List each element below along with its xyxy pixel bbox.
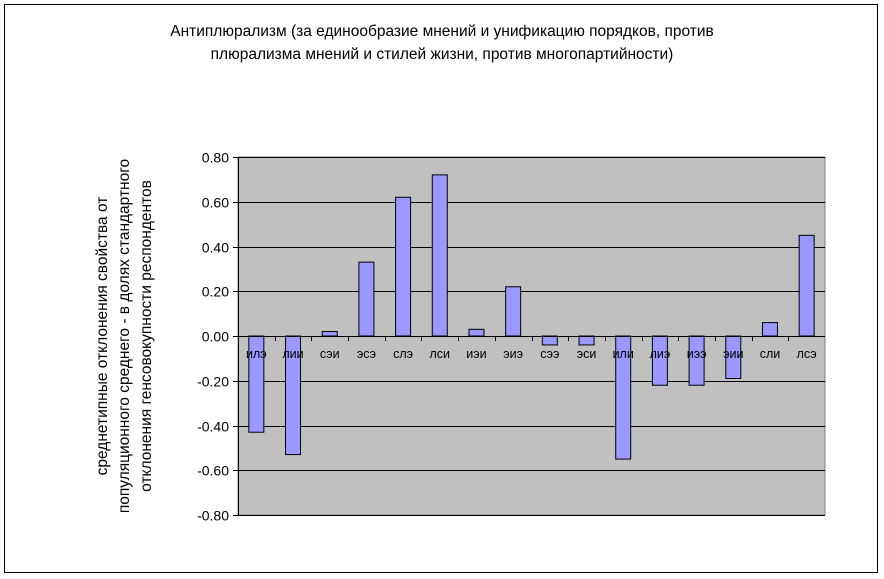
bar [798,234,815,337]
y-tick-label: 0.00 [202,329,229,345]
chart-title-line-2: плюрализма мнений и стилей жизни, против… [210,46,674,63]
y-tick-label: 0.60 [202,195,229,211]
bar [321,331,338,337]
y-tick-label: 0.40 [202,240,229,256]
x-tick-label: сли [760,347,781,361]
y-tick-label: -0.60 [197,463,229,479]
x-tick-label: сэи [320,347,340,361]
bar [358,261,375,337]
y-tick-label: 0.20 [202,284,229,300]
bar [541,335,558,346]
x-tick-label: эси [577,347,597,361]
x-tick-label: иэи [466,347,486,361]
x-tick-label: лсэ [797,347,817,361]
y-tick-label: -0.40 [197,419,229,435]
y-tick-label: -0.20 [197,374,229,390]
bar [395,196,412,337]
x-tick-label: или [613,347,634,361]
x-tick-label: эии [723,347,743,361]
x-tick-label: слэ [393,347,413,361]
x-tick-label: лси [430,347,451,361]
chart-title-line-1: Антиплюрализм (за единообразие мнений и … [170,23,714,40]
x-tick-label: сээ [540,347,559,361]
bar [578,335,595,346]
x-tick-label: иээ [687,347,707,361]
bar [468,328,485,337]
bar [761,322,778,337]
x-tick-label: эсэ [357,347,376,361]
x-tick-label: эиэ [503,347,523,361]
bar [431,174,448,337]
chart-title: Антиплюрализм (за единообразие мнений и … [0,20,884,66]
y-tick-label: -0.80 [197,508,229,524]
x-tick-label: илэ [246,347,267,361]
x-tick-label: лии [282,347,303,361]
bar [505,286,522,337]
x-tick-label: лиэ [650,347,671,361]
y-tick-label: 0.80 [202,150,229,166]
